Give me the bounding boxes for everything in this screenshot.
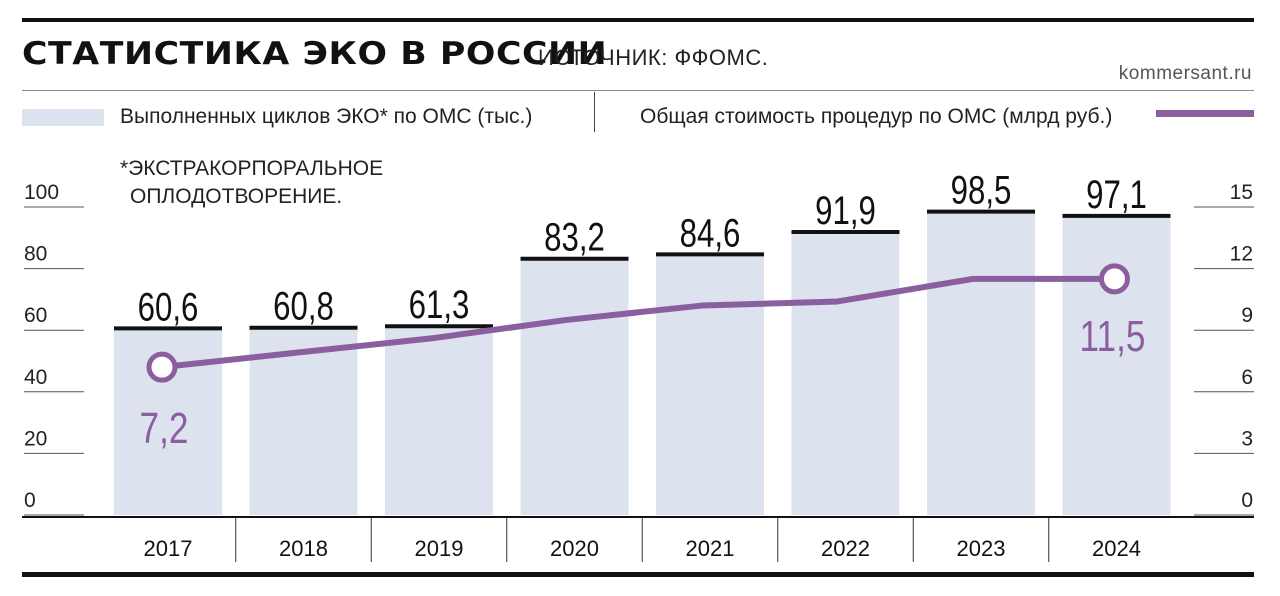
- top-rule: [22, 18, 1254, 22]
- x-tick-label: 2021: [686, 536, 735, 561]
- footnote-line-1: *ЭКСТРАКОРПОРАЛЬНОЕ: [120, 157, 384, 180]
- x-tick-label: 2018: [279, 536, 328, 561]
- bar: [1062, 215, 1171, 515]
- y-right-tick-label: 9: [1241, 304, 1253, 327]
- bar-value-label: 61,3: [409, 283, 470, 328]
- footnote: *ЭКСТРАКОРПОРАЛЬНОЕ ОПЛОДОТВОРЕНИЕ.: [120, 155, 383, 211]
- y-left-tick-label: 80: [24, 243, 47, 266]
- bar-value-label: 98,5: [951, 168, 1012, 213]
- legend-bar-label: Выполненных циклов ЭКО* по ОМС (тыс.): [120, 105, 533, 128]
- bar-value-label: 84,6: [680, 211, 741, 256]
- y-left-tick-label: 60: [24, 304, 47, 327]
- header-divider: [22, 90, 1254, 91]
- x-tick-label: 2022: [821, 536, 870, 561]
- line-end-marker: [1099, 263, 1130, 295]
- bar-value-label: 91,9: [815, 188, 876, 233]
- source-note: ИСТОЧНИК: ФФОМС.: [538, 45, 769, 70]
- site-credit: kommersant.ru: [1118, 63, 1252, 84]
- y-right-tick-label: 15: [1230, 181, 1253, 204]
- x-tick-label: 2020: [550, 536, 599, 561]
- chart-title: СТАТИСТИКА ЭКО В РОССИИ: [22, 36, 608, 72]
- x-tick-label: 2023: [957, 536, 1006, 561]
- x-tick-label: 2024: [1092, 536, 1141, 561]
- line-value-label: 7,2: [140, 405, 189, 454]
- line-end-marker: [146, 351, 178, 383]
- legend-line-label: Общая стоимость процедур по ОМС (млрд ру…: [640, 105, 1113, 128]
- y-right-tick-label: 6: [1241, 366, 1253, 389]
- y-right-tick-label: 3: [1241, 427, 1253, 450]
- bar-value-label: 60,6: [138, 285, 199, 330]
- bar: [791, 231, 900, 515]
- bar: [927, 211, 1035, 515]
- legend-bar-swatch: [22, 109, 104, 126]
- bar-value-label: 97,1: [1086, 172, 1147, 217]
- bar: [385, 326, 493, 515]
- bar: [656, 254, 764, 515]
- bar: [249, 327, 358, 515]
- y-right-tick-label: 12: [1230, 243, 1253, 266]
- footnote-line-2: ОПЛОДОТВОРЕНИЕ.: [130, 185, 343, 208]
- x-tick-label: 2019: [415, 536, 464, 561]
- y-left-tick-label: 40: [24, 366, 47, 389]
- x-tick-label: 2017: [144, 536, 193, 561]
- y-left-tick-label: 100: [24, 181, 59, 204]
- legend-divider: [594, 92, 595, 132]
- bottom-rule: [22, 572, 1254, 577]
- bar: [520, 258, 629, 515]
- y-right-tick-label: 0: [1241, 489, 1253, 512]
- legend-line-swatch: [1156, 110, 1254, 117]
- y-left-tick-label: 0: [24, 489, 36, 512]
- bar-value-label: 83,2: [544, 215, 605, 260]
- y-left-tick-label: 20: [24, 427, 47, 450]
- line-series: [159, 275, 1118, 371]
- line-value-label: 11,5: [1080, 312, 1146, 361]
- bar-value-label: 60,8: [273, 284, 334, 329]
